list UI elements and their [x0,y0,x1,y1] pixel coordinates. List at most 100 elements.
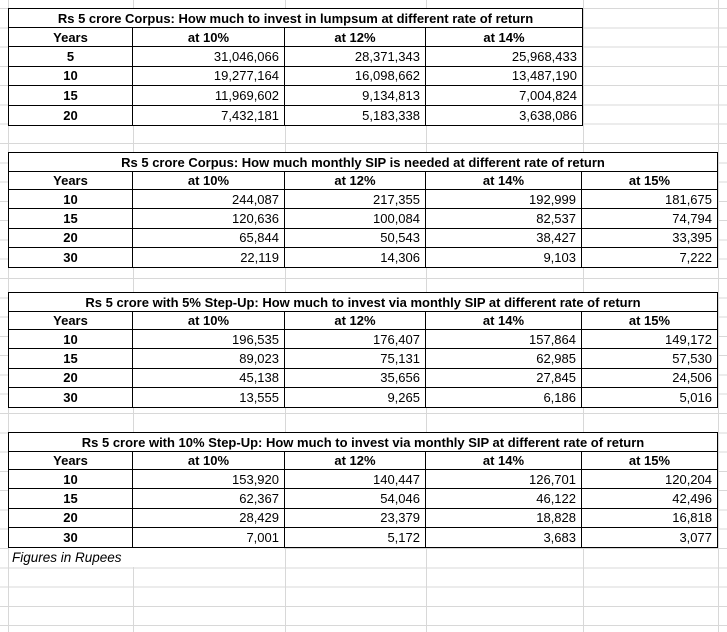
year-cell: 15 [9,86,133,106]
value-cell: 28,429 [133,508,285,528]
value-cell: 25,968,433 [426,47,582,67]
year-cell: 10 [9,66,133,86]
value-cell: 46,122 [426,489,582,509]
value-cell: 244,087 [133,190,285,210]
column-header: at 12% [285,28,426,47]
value-cell: 5,183,338 [285,105,426,125]
value-cell: 157,864 [426,330,582,350]
year-cell: 15 [9,209,133,229]
year-cell: 20 [9,105,133,125]
value-cell: 5,016 [679,389,712,405]
value-cell: 6,186 [426,387,582,407]
column-header: at 14% [426,452,582,470]
value-cell: 7,432,181 [133,105,285,125]
year-cell: 15 [9,349,133,369]
value-cell: 28,371,343 [285,47,426,67]
value-cell: 13,555 [133,387,285,407]
value-cell: 217,355 [285,190,426,210]
value-cell: 24,506 [582,369,717,388]
value-cell: 16,098,662 [285,66,426,86]
value-cell: 7,222 [679,249,712,265]
value-cell: 50,543 [285,228,426,248]
column-header: at 12% [285,172,426,190]
value-cell: 140,447 [285,470,426,490]
value-cell: 3,638,086 [519,107,577,123]
value-cell: 13,487,190 [426,67,582,86]
value-cell: 196,535 [133,330,285,350]
value-cell: 126,701 [426,470,582,490]
value-cell: 11,969,602 [133,86,285,106]
column-header: at 14% [426,172,582,190]
year-cell: 10 [9,190,133,210]
value-cell: 149,172 [582,330,717,350]
year-cell: 30 [9,247,133,267]
table-title: Rs 5 crore with 10% Step-Up: How much to… [9,433,717,452]
value-cell: 62,367 [133,489,285,509]
column-header: at 14% [426,28,582,47]
value-cell: 89,023 [133,349,285,369]
value-cell: 9,103 [426,247,582,267]
column-header: at 10% [133,28,285,47]
year-cell: 30 [9,527,133,547]
value-cell: 35,656 [285,368,426,388]
value-cell: 22,119 [133,247,285,267]
value-cell: 100,084 [285,209,426,229]
value-cell: 31,046,066 [133,47,285,67]
column-header: Years [9,28,133,47]
table-title: Rs 5 crore with 5% Step-Up: How much to … [9,293,717,312]
footnote: Figures in Rupees [9,548,284,567]
column-header: at 10% [133,172,285,190]
table-sip-5pct-stepup: Rs 5 crore with 5% Step-Up: How much to … [8,292,718,408]
value-cell: 120,204 [582,470,717,490]
column-header: at 12% [285,452,426,470]
value-cell: 176,407 [285,330,426,350]
column-header: Years [9,312,133,330]
table-title: Rs 5 crore Corpus: How much to invest in… [9,9,582,28]
value-cell: 65,844 [133,228,285,248]
value-cell: 7,004,824 [426,86,582,106]
gridline-vertical [718,0,719,632]
value-cell: 192,999 [426,190,582,210]
value-cell: 54,046 [285,489,426,509]
year-cell: 20 [9,368,133,388]
year-cell: 20 [9,508,133,528]
column-header: at 10% [133,312,285,330]
table-sip-10pct-stepup: Rs 5 crore with 10% Step-Up: How much to… [8,432,718,548]
value-cell: 23,379 [285,508,426,528]
year-cell: 15 [9,489,133,509]
column-header: at 15% [582,172,717,190]
value-cell: 42,496 [582,489,717,509]
column-header: Years [9,172,133,190]
column-header: at 14% [426,312,582,330]
value-cell: 33,395 [582,229,717,248]
value-cell: 16,818 [582,509,717,528]
year-cell: 30 [9,387,133,407]
value-cell: 62,985 [426,349,582,369]
year-cell: 10 [9,330,133,350]
year-cell: 10 [9,470,133,490]
value-cell: 120,636 [133,209,285,229]
value-cell: 181,675 [582,190,717,210]
value-cell: 5,172 [285,527,426,547]
value-cell: 153,920 [133,470,285,490]
value-cell: 38,427 [426,228,582,248]
year-cell: 5 [9,47,133,67]
value-cell: 9,134,813 [285,86,426,106]
column-header: at 15% [582,452,717,470]
value-cell: 18,828 [426,508,582,528]
column-header: at 12% [285,312,426,330]
value-cell: 7,001 [133,527,285,547]
value-cell: 45,138 [133,368,285,388]
value-cell: 27,845 [426,368,582,388]
value-cell: 3,683 [426,527,582,547]
table-lumpsum-investment: Rs 5 crore Corpus: How much to invest in… [8,8,583,126]
column-header: at 10% [133,452,285,470]
value-cell: 9,265 [285,387,426,407]
value-cell: 3,077 [679,529,712,545]
value-cell: 19,277,164 [133,66,285,86]
column-header: Years [9,452,133,470]
table-title: Rs 5 crore Corpus: How much monthly SIP … [9,153,717,172]
value-cell: 74,794 [582,209,717,229]
column-header: at 15% [582,312,717,330]
